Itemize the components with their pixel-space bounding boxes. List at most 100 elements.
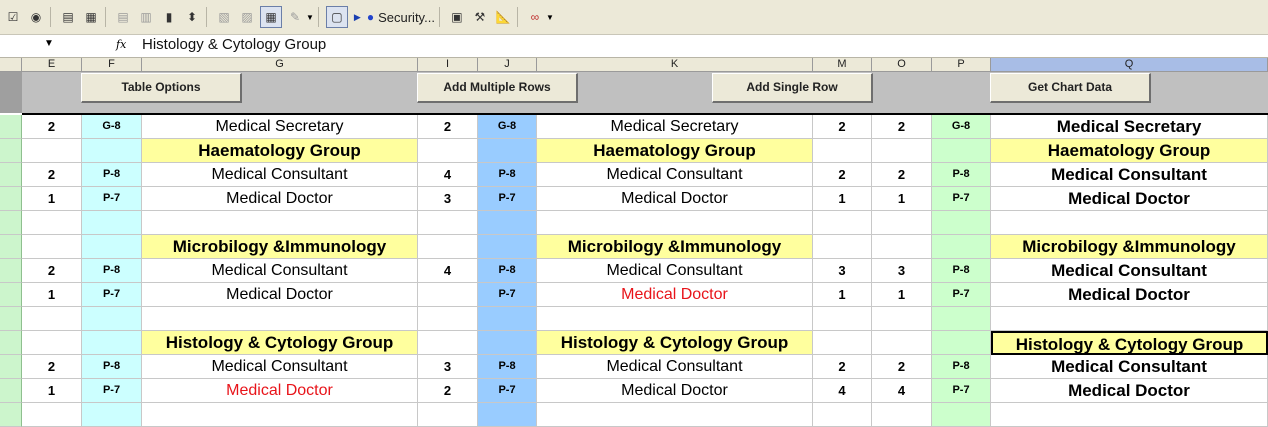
cell-g[interactable]: Medical Doctor — [142, 283, 418, 307]
cell-p[interactable]: P-7 — [932, 379, 991, 403]
cell-g[interactable]: Medical Consultant — [142, 355, 418, 379]
cell-e[interactable] — [22, 211, 82, 235]
cell-o[interactable] — [872, 403, 932, 427]
cell-i[interactable]: 4 — [418, 259, 478, 283]
spinner-icon[interactable]: ⬍ — [186, 10, 198, 24]
cell-e[interactable] — [22, 139, 82, 163]
tools-icon[interactable]: ⚒ — [474, 10, 486, 24]
chevron-down-icon[interactable]: ▼ — [545, 12, 554, 22]
cell-g[interactable] — [142, 307, 418, 331]
combobox-icon[interactable]: ▦ — [85, 10, 97, 24]
cell-p[interactable] — [932, 403, 991, 427]
fx-icon[interactable]: fx — [116, 38, 127, 51]
visual-basic-icon[interactable]: ▣ — [451, 10, 463, 24]
column-header-o[interactable]: O — [872, 58, 932, 72]
cell-o[interactable] — [872, 211, 932, 235]
cell-f[interactable]: P-7 — [82, 379, 142, 403]
cell-q[interactable]: Medical Doctor — [991, 379, 1268, 403]
row-header[interactable] — [0, 379, 22, 403]
cell-i[interactable]: 3 — [418, 187, 478, 211]
cell-p[interactable] — [932, 235, 991, 259]
listbox-icon[interactable]: ▤ — [62, 10, 74, 24]
checkbox-icon[interactable]: ☑ — [7, 10, 19, 24]
cell-j[interactable]: P-7 — [478, 283, 537, 307]
cell-e[interactable]: 1 — [22, 379, 82, 403]
cell-f[interactable] — [82, 211, 142, 235]
cell-e[interactable]: 2 — [22, 259, 82, 283]
row-header[interactable] — [0, 355, 22, 379]
combo-list-icon[interactable]: ▤ — [117, 10, 129, 24]
cell-e[interactable]: 1 — [22, 283, 82, 307]
cell-j[interactable] — [478, 331, 537, 355]
cell-e[interactable] — [22, 331, 82, 355]
cell-o[interactable] — [872, 139, 932, 163]
cell-o[interactable]: 2 — [872, 115, 932, 139]
cell-m[interactable]: 2 — [813, 163, 872, 187]
column-header-k[interactable]: K — [537, 58, 813, 72]
column-header-p[interactable]: P — [932, 58, 991, 72]
cell-q[interactable]: Medical Consultant — [991, 163, 1268, 187]
cell-o[interactable] — [872, 307, 932, 331]
cell-e[interactable]: 2 — [22, 355, 82, 379]
code-icon[interactable]: ▨ — [241, 10, 253, 24]
cell-f[interactable]: P-8 — [82, 355, 142, 379]
cell-p[interactable]: P-8 — [932, 259, 991, 283]
column-header-q[interactable]: Q — [991, 58, 1268, 72]
scrollbar-icon[interactable]: ▮ — [165, 10, 173, 24]
cell-f[interactable] — [82, 235, 142, 259]
design-mode-icon[interactable]: 📐 — [495, 10, 511, 24]
cell-i[interactable] — [418, 235, 478, 259]
cell-i[interactable] — [418, 211, 478, 235]
column-header-i[interactable]: I — [418, 58, 478, 72]
cell-j[interactable]: P-7 — [478, 187, 537, 211]
cell-q[interactable]: Medical Consultant — [991, 355, 1268, 379]
group-header-cell[interactable]: Microbilogy &Immunology — [142, 235, 418, 259]
select-all-corner[interactable] — [0, 58, 22, 72]
cell-o[interactable]: 2 — [872, 163, 932, 187]
security-button[interactable]: Security... — [378, 9, 435, 25]
column-header-f[interactable]: F — [82, 58, 142, 72]
hyperlink-icon[interactable]: ∞ — [530, 10, 540, 24]
cell-i[interactable] — [418, 139, 478, 163]
row-header[interactable] — [0, 187, 22, 211]
cell-j[interactable]: P-7 — [478, 379, 537, 403]
frame-icon[interactable]: ▢ — [325, 6, 348, 28]
add-single-row-button[interactable]: Add Single Row — [712, 73, 873, 103]
row-header[interactable] — [0, 307, 22, 331]
cell-q[interactable] — [991, 211, 1268, 235]
column-header-j[interactable]: J — [478, 58, 537, 72]
cell-k[interactable]: Medical Doctor — [537, 187, 813, 211]
properties-icon[interactable]: ▧ — [218, 10, 230, 24]
cell-i[interactable] — [418, 403, 478, 427]
cell-k[interactable]: Medical Doctor — [537, 379, 813, 403]
cell-i[interactable]: 2 — [418, 115, 478, 139]
cell-q[interactable]: Medical Doctor — [991, 187, 1268, 211]
cell-g[interactable] — [142, 211, 418, 235]
cell-o[interactable]: 1 — [872, 283, 932, 307]
cell-m[interactable]: 2 — [813, 355, 872, 379]
table-options-button[interactable]: Table Options — [81, 73, 242, 103]
cell-p[interactable] — [932, 307, 991, 331]
cell-p[interactable] — [932, 211, 991, 235]
row-header[interactable] — [0, 163, 22, 187]
cell-k[interactable] — [537, 211, 813, 235]
cell-q[interactable]: Medical Consultant — [991, 259, 1268, 283]
cell-k[interactable]: Medical Consultant — [537, 355, 813, 379]
cell-g[interactable]: Medical Consultant — [142, 163, 418, 187]
cell-o[interactable]: 2 — [872, 355, 932, 379]
record-icon[interactable]: ● — [366, 10, 375, 24]
cell-g[interactable] — [142, 403, 418, 427]
cell-i[interactable] — [418, 283, 478, 307]
row-header[interactable] — [0, 235, 22, 259]
cell-g[interactable]: Medical Doctor — [142, 187, 418, 211]
cell-o[interactable]: 4 — [872, 379, 932, 403]
cell-k[interactable]: Medical Doctor — [537, 283, 813, 307]
cell-m[interactable]: 3 — [813, 259, 872, 283]
cell-i[interactable] — [418, 331, 478, 355]
add-multiple-rows-button[interactable]: Add Multiple Rows — [417, 73, 578, 103]
cell-p[interactable]: P-7 — [932, 283, 991, 307]
chevron-down-icon[interactable]: ▼ — [306, 12, 314, 22]
group-header-cell[interactable]: Microbilogy &Immunology — [537, 235, 813, 259]
cell-p[interactable] — [932, 139, 991, 163]
cell-q[interactable] — [991, 403, 1268, 427]
